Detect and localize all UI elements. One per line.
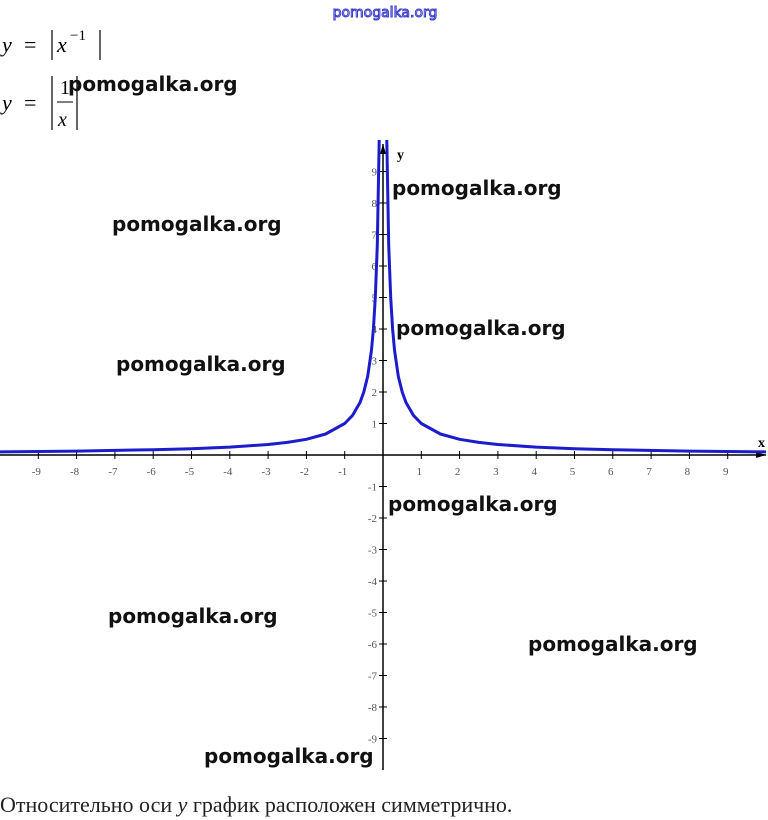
x-tick-label: 3: [493, 466, 499, 478]
watermark: pomogalka.org: [528, 632, 698, 656]
x-tick-label: 4: [531, 466, 537, 478]
caption-text: Относительно оси: [0, 792, 172, 817]
y-tick-label: -4: [368, 576, 378, 588]
watermark: pomogalka.org: [204, 744, 374, 768]
x-axis-arrow: [756, 452, 766, 458]
x-tick-label: 5: [570, 466, 576, 478]
x-tick-label: -8: [70, 466, 80, 478]
formula-exponent: −1: [70, 28, 86, 44]
watermark: pomogalka.org: [116, 352, 286, 376]
x-tick-label: -4: [223, 466, 233, 478]
x-tick-label: -5: [185, 466, 195, 478]
y-tick-label: -3: [368, 545, 378, 557]
caption-text: график расположен симметрично.: [193, 792, 513, 817]
formula-denominator: x: [57, 109, 67, 131]
formula-lhs: y: [0, 90, 12, 115]
watermark: pomogalka.org: [108, 604, 278, 628]
y-tick-label: 3: [372, 356, 378, 368]
y-tick-label: -9: [368, 734, 378, 746]
watermark: pomogalka.org: [388, 492, 558, 516]
formula-base: x: [56, 32, 67, 57]
x-tick-label: -7: [108, 466, 118, 478]
y-tick-label: -2: [368, 513, 377, 525]
site-header: pomogalka.org: [333, 5, 438, 21]
x-tick-label: -1: [338, 466, 347, 478]
x-axis-label: x: [758, 436, 765, 451]
y-tick-label: 8: [372, 198, 378, 210]
y-tick-label: 1: [372, 419, 378, 431]
watermark: pomogalka.org: [68, 72, 238, 96]
graph: x y -9 -8 -7 -6 -5 -4 -3 -2 -1 1 2 3 4 5 6 7 8 9 -9 -8 -7 -6 -5 -…: [0, 139, 767, 770]
x-tick-label: -2: [300, 466, 309, 478]
y-tick-label: -5: [368, 608, 378, 620]
x-tick-label: 9: [723, 466, 729, 478]
x-tick-label: 8: [685, 466, 691, 478]
formula-relation: =: [24, 32, 36, 57]
y-tick-label: 9: [372, 167, 378, 179]
x-tick-label: -3: [262, 466, 272, 478]
x-tick-label: -6: [147, 466, 157, 478]
y-tick-label: 6: [372, 261, 378, 273]
x-tick-label: 2: [455, 466, 461, 478]
y-tick-label: -1: [368, 482, 377, 494]
caption-variable: y: [176, 792, 188, 817]
x-tick-label: 1: [417, 466, 423, 478]
curve: [0, 139, 767, 454]
y-tick-label: -8: [368, 702, 378, 714]
y-tick-label: -6: [368, 639, 378, 651]
x-tick-label: -9: [32, 466, 42, 478]
y-tick-label: 7: [372, 230, 378, 242]
formula-numerator: 1: [60, 77, 70, 99]
x-tick-label: 7: [646, 466, 652, 478]
caption: Относительно оси y график расположен сим…: [0, 792, 512, 817]
watermarks: pomogalka.org pomogalka.org pomogalka.org p…: [68, 72, 698, 768]
x-tick-label: 6: [608, 466, 614, 478]
watermark: pomogalka.org: [112, 212, 282, 236]
watermark: pomogalka.org: [396, 316, 566, 340]
y-tick-label: -7: [368, 671, 378, 683]
y-tick-label: 2: [372, 387, 378, 399]
formula-relation: =: [24, 90, 36, 115]
y-axis-label: y: [397, 148, 404, 163]
formula-lhs: y: [0, 32, 12, 57]
y-axis-arrow: [380, 144, 386, 154]
watermark: pomogalka.org: [392, 176, 562, 200]
